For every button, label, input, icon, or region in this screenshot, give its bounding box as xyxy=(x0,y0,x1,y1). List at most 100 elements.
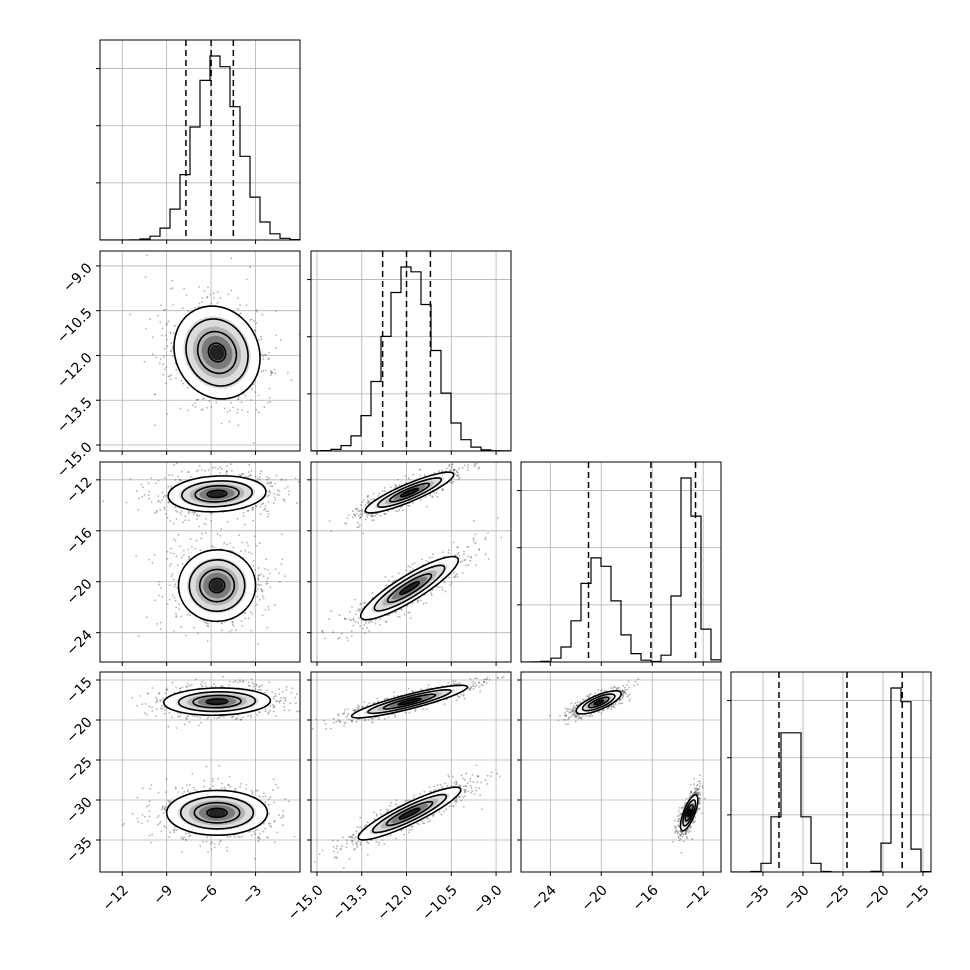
scatter-point xyxy=(456,546,459,549)
scatter-point xyxy=(267,608,270,611)
scatter-point xyxy=(270,374,272,377)
scatter-point xyxy=(274,310,277,312)
scatter-point xyxy=(267,605,270,608)
scatter-point xyxy=(453,469,456,471)
scatter-point xyxy=(425,560,428,562)
scatter-point xyxy=(209,787,212,790)
scatter-point xyxy=(244,617,247,620)
scatter-point xyxy=(188,721,191,723)
scatter-point xyxy=(301,811,303,813)
scatter-point xyxy=(143,360,146,363)
scatter-point xyxy=(226,849,229,852)
scatter-point xyxy=(456,471,459,474)
scatter-point xyxy=(367,499,369,502)
scatter-point xyxy=(352,510,354,513)
scatter-point xyxy=(205,532,207,534)
scatter-point xyxy=(241,472,244,475)
scatter-point xyxy=(171,355,174,358)
scatter-point xyxy=(217,716,220,719)
scatter-point xyxy=(257,578,260,581)
scatter-point xyxy=(398,508,401,511)
scatter-point xyxy=(274,482,276,485)
scatter-point xyxy=(165,689,168,691)
scatter-point xyxy=(152,353,154,355)
scatter-point xyxy=(358,526,361,528)
scatter-point xyxy=(395,485,398,487)
scatter-point xyxy=(283,705,286,708)
scatter-point xyxy=(195,539,198,542)
scatter-point xyxy=(272,706,275,709)
scatter-point xyxy=(159,699,162,701)
scatter-point xyxy=(227,784,230,786)
scatter-point xyxy=(478,459,480,461)
scatter-point xyxy=(158,583,161,586)
scatter-point xyxy=(258,584,261,587)
scatter-point xyxy=(177,533,180,536)
scatter-point xyxy=(217,777,220,780)
scatter-point xyxy=(385,621,388,623)
scatter-point xyxy=(263,353,266,356)
scatter-point xyxy=(430,592,433,595)
scatter-point xyxy=(459,561,462,563)
scatter-point xyxy=(194,406,197,408)
scatter-point xyxy=(453,571,456,574)
scatter-point xyxy=(181,563,184,565)
scatter-point xyxy=(197,632,200,635)
scatter-point xyxy=(282,498,285,501)
contour-line xyxy=(205,698,229,706)
scatter-point xyxy=(161,327,164,330)
scatter-point xyxy=(173,831,175,834)
scatter-point xyxy=(356,609,359,612)
scatter-point xyxy=(287,371,289,374)
y-tick-label: −24 xyxy=(63,627,95,659)
scatter-point xyxy=(260,335,262,338)
scatter-point xyxy=(466,466,469,469)
scatter-point xyxy=(353,513,356,516)
scatter-point xyxy=(267,501,270,503)
scatter-point xyxy=(394,483,397,486)
scatter-point xyxy=(453,469,456,471)
scatter-point xyxy=(258,476,261,479)
scatter-point xyxy=(370,515,373,518)
scatter-point xyxy=(201,469,203,471)
scatter-point xyxy=(475,564,477,566)
scatter-point xyxy=(240,620,243,623)
scatter-point xyxy=(211,841,213,843)
scatter-point xyxy=(206,296,209,299)
scatter-point xyxy=(182,382,185,385)
scatter-point xyxy=(267,712,270,715)
scatter-point xyxy=(169,800,172,803)
scatter-point xyxy=(239,785,242,788)
scatter-point xyxy=(264,505,267,507)
scatter-point xyxy=(177,603,180,605)
scatter-point xyxy=(364,504,367,506)
scatter-point xyxy=(147,692,150,695)
scatter-point xyxy=(383,486,386,489)
scatter-point xyxy=(462,467,464,469)
scatter-point xyxy=(284,479,287,481)
scatter-point xyxy=(448,463,451,466)
scatter-point xyxy=(361,510,363,513)
scatter-point xyxy=(285,689,288,692)
scatter-point xyxy=(436,496,439,498)
scatter-point xyxy=(484,536,487,539)
contour-line xyxy=(359,555,460,621)
scatter-point xyxy=(180,625,183,628)
scatter-point xyxy=(268,803,270,806)
scatter-point xyxy=(456,553,459,556)
scatter-point xyxy=(250,678,253,680)
scatter-point xyxy=(366,496,369,499)
scatter-point xyxy=(229,409,231,412)
scatter-point xyxy=(474,533,477,536)
scatter-point xyxy=(281,533,283,536)
panel-pair-2-1 xyxy=(307,459,512,666)
scatter-point xyxy=(355,507,357,510)
scatter-point xyxy=(227,684,230,686)
scatter-point xyxy=(159,321,162,324)
scatter-point xyxy=(268,681,270,684)
scatter-point xyxy=(423,474,426,477)
scatter-point xyxy=(265,580,268,583)
scatter-point xyxy=(253,320,256,322)
scatter-point xyxy=(137,820,140,823)
scatter-point xyxy=(212,292,215,295)
